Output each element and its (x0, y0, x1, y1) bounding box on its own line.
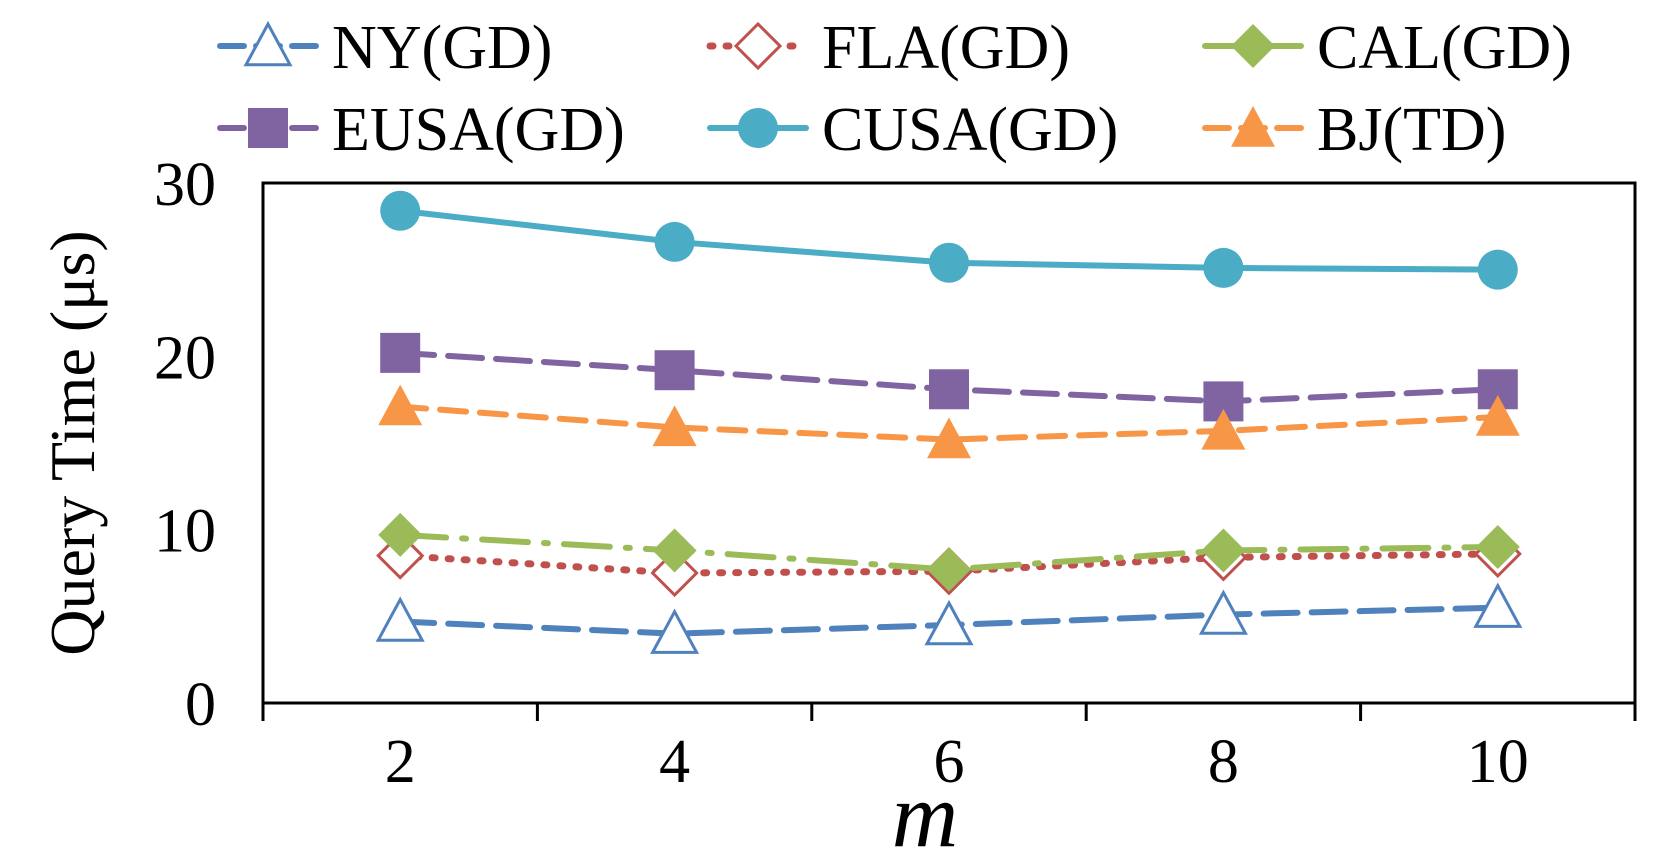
legend-label: FLA(GD) (822, 14, 1070, 82)
series-line (397, 403, 1501, 443)
y-tick-label: 20 (154, 324, 216, 392)
data-point (380, 332, 421, 373)
legend-label: BJ(TD) (1317, 96, 1506, 164)
legend-label: CUSA(GD) (822, 96, 1118, 164)
legend-item: BJ(TD) (1202, 96, 1506, 164)
y-tick-label: 10 (154, 498, 216, 566)
data-point (375, 596, 425, 642)
data-point (1201, 408, 1246, 450)
data-point (652, 405, 697, 447)
legend: NY(GD) FLA(GD) CAL(GD) EUSA(GD) CUSA(GD) BJ(T… (217, 14, 1572, 164)
y-axis: 0 10 20 30 (154, 151, 216, 739)
data-point (378, 384, 423, 426)
data-point (652, 528, 697, 573)
series-cusa-gd (380, 190, 1518, 290)
y-tick-label: 30 (154, 151, 216, 219)
series-eusa-gd (380, 332, 1518, 422)
data-point (927, 547, 971, 592)
series-ny-gd (375, 582, 1523, 654)
data-point (654, 350, 695, 391)
data-point (927, 417, 971, 459)
data-point (650, 548, 699, 598)
data-point (378, 512, 423, 557)
series-cal-gd (378, 512, 1520, 592)
legend-marker (738, 108, 778, 148)
data-point (1475, 395, 1520, 436)
legend-label: CAL(GD) (1317, 14, 1572, 82)
legend-label: NY(GD) (332, 14, 552, 82)
y-tick-label: 0 (185, 671, 216, 739)
x-tick-label: 6 (934, 728, 965, 796)
data-point (1203, 247, 1244, 288)
data-point (1475, 525, 1520, 569)
legend-marker (733, 21, 783, 71)
y-axis-title: Query Time (μs) (37, 230, 108, 655)
data-point (929, 242, 969, 283)
legend-marker (1231, 106, 1275, 147)
legend-item: NY(GD) (217, 14, 552, 82)
data-point (1201, 528, 1246, 573)
data-point (1473, 582, 1523, 628)
legend-marker (1231, 24, 1275, 68)
data-point (654, 221, 695, 262)
x-tick-label: 10 (1467, 728, 1529, 796)
data-point (1477, 249, 1518, 290)
legend-item: FLA(GD) (706, 14, 1070, 82)
x-axis: 2 4 6 8 10 (261, 703, 1637, 796)
legend-item: EUSA(GD) (217, 96, 625, 164)
x-tick-label: 2 (385, 728, 416, 796)
series-bj-td (378, 384, 1520, 459)
plot-area (261, 181, 1637, 705)
series-line (397, 531, 1501, 573)
legend-marker (243, 20, 293, 67)
legend-marker (248, 108, 288, 148)
data-point (1198, 589, 1248, 635)
data-point (380, 190, 421, 231)
x-axis-title: m (892, 764, 958, 861)
data-point (650, 608, 700, 654)
legend-item: CAL(GD) (1202, 14, 1572, 82)
data-point (929, 369, 969, 410)
legend-label: EUSA(GD) (332, 96, 625, 164)
legend-item: CUSA(GD) (707, 96, 1118, 164)
series-layer (375, 190, 1523, 654)
x-tick-label: 4 (659, 728, 690, 796)
x-tick-label: 8 (1208, 728, 1239, 796)
data-point (924, 599, 974, 646)
